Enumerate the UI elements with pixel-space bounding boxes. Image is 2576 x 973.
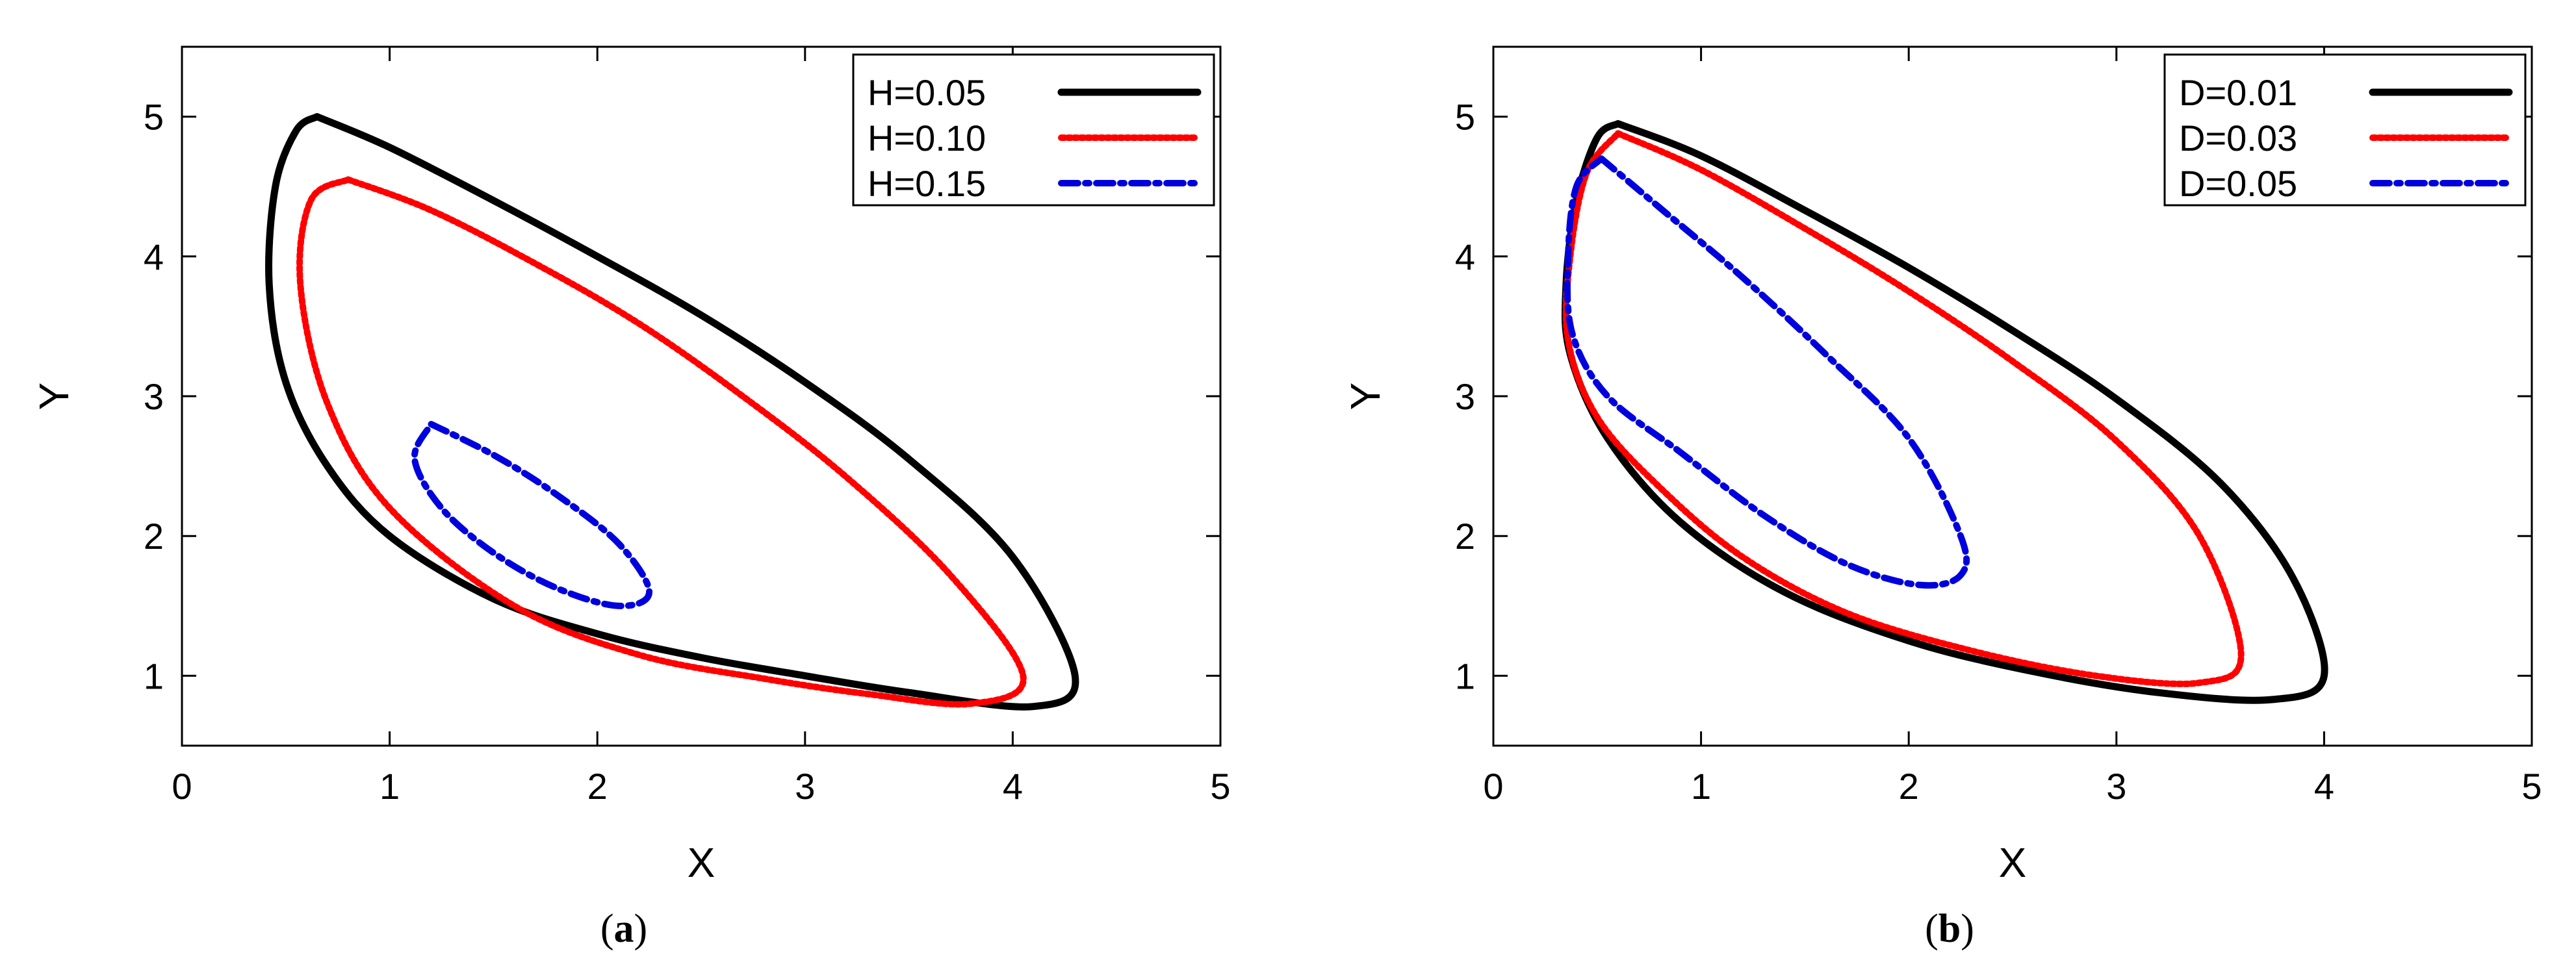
x-tick-label: 4 bbox=[2314, 766, 2334, 807]
x-tick-label: 5 bbox=[1210, 766, 1230, 807]
chart-panel-a: 0 1 2 3 4 5 1 2 3 4 5 X Y H=0.05 H=0.10 H=0.15 (a) bbox=[31, 45, 1231, 951]
y-tick-label: 4 bbox=[1455, 236, 1475, 277]
y-axis-label: Y bbox=[31, 383, 77, 411]
x-axis-label: X bbox=[688, 839, 715, 886]
series-line-2 bbox=[296, 176, 1027, 708]
x-axis-label: X bbox=[1999, 839, 2027, 886]
panel-caption-letter: b bbox=[1938, 907, 1961, 951]
legend bbox=[852, 53, 1215, 207]
y-tick-label: 5 bbox=[144, 97, 164, 138]
legend-entry-label: D=0.01 bbox=[2179, 72, 2297, 113]
x-tick-label: 2 bbox=[1899, 766, 1919, 807]
x-tick-label: 3 bbox=[795, 766, 815, 807]
series-line-3 bbox=[411, 421, 653, 609]
legend-entry-label: H=0.05 bbox=[868, 72, 986, 113]
series-line-2 bbox=[1562, 130, 2245, 687]
x-tick-label: 5 bbox=[2521, 766, 2542, 807]
panel-caption: (a) bbox=[600, 907, 647, 951]
y-tick-label: 1 bbox=[144, 655, 164, 696]
chart-panel-b: 0 1 2 3 4 5 1 2 3 4 5 X Y D=0.01 D=0.03 D=0.05 (b) bbox=[1342, 45, 2542, 951]
y-tick-label: 2 bbox=[144, 516, 164, 557]
legend-entry-label: H=0.15 bbox=[868, 163, 986, 204]
x-tick-label: 4 bbox=[1003, 766, 1023, 807]
y-tick-label: 5 bbox=[1455, 97, 1475, 138]
legend-entry-label: H=0.10 bbox=[868, 118, 986, 158]
legend bbox=[2163, 53, 2527, 207]
y-axis-label: Y bbox=[1342, 383, 1389, 411]
y-tick-label: 2 bbox=[1455, 516, 1475, 557]
series-line-1 bbox=[265, 113, 1079, 711]
x-tick-label: 3 bbox=[2106, 766, 2126, 807]
y-tick-label: 3 bbox=[1455, 376, 1475, 417]
x-tick-label: 0 bbox=[1483, 766, 1503, 807]
x-tick-label: 1 bbox=[380, 766, 400, 807]
panel-caption: (b) bbox=[1925, 907, 1974, 951]
x-tick-label: 0 bbox=[172, 766, 192, 807]
panel-caption-letter: a bbox=[614, 907, 634, 951]
x-tick-label: 2 bbox=[587, 766, 608, 807]
series-line-1 bbox=[1561, 120, 2328, 704]
legend-entry-label: D=0.05 bbox=[2179, 163, 2297, 204]
legend-entry-label: D=0.03 bbox=[2179, 118, 2297, 158]
y-tick-label: 4 bbox=[144, 236, 164, 277]
y-tick-label: 3 bbox=[144, 376, 164, 417]
series-line-3 bbox=[1564, 155, 1970, 589]
x-tick-label: 1 bbox=[1691, 766, 1711, 807]
y-tick-label: 1 bbox=[1455, 655, 1475, 696]
